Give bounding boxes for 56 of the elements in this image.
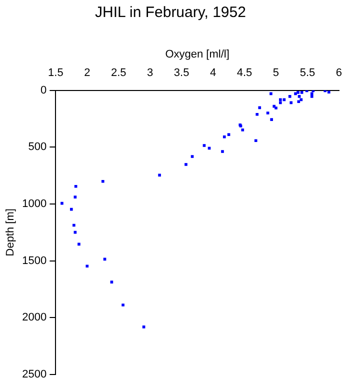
point xyxy=(101,180,104,183)
x-axis-title: Oxygen [ml/l] xyxy=(165,48,230,61)
point xyxy=(184,163,188,166)
point xyxy=(294,92,297,96)
point xyxy=(310,95,314,98)
y-tick-label: 1500 xyxy=(22,254,47,267)
x-tick-label: 2.5 xyxy=(110,66,126,79)
point xyxy=(222,135,226,138)
x-tick-label: 5 xyxy=(272,66,280,79)
point xyxy=(310,92,314,96)
point xyxy=(122,304,124,306)
x-tick-label: 4 xyxy=(210,66,216,79)
x-tick-label: 1.5 xyxy=(48,66,64,79)
point xyxy=(278,101,282,104)
point xyxy=(221,150,224,153)
x-tick-label: 3 xyxy=(147,66,154,79)
point xyxy=(60,202,64,205)
point xyxy=(86,264,89,268)
point xyxy=(74,196,77,198)
point xyxy=(254,139,258,142)
point xyxy=(142,326,146,328)
point xyxy=(278,98,282,102)
point xyxy=(202,144,206,147)
point xyxy=(327,90,330,94)
y-tick-label: 2000 xyxy=(22,312,47,324)
y-tick-label: 2500 xyxy=(22,368,47,380)
x-tick-label: 6 xyxy=(336,66,342,79)
point xyxy=(190,155,194,158)
point xyxy=(300,91,304,94)
chart-title: JHIL in February, 1952 xyxy=(95,4,246,22)
point xyxy=(74,184,78,188)
point xyxy=(298,95,301,98)
x-tick-label: 3.5 xyxy=(174,66,190,79)
point xyxy=(227,133,230,136)
point xyxy=(158,174,161,177)
point xyxy=(288,95,292,98)
point xyxy=(266,112,270,114)
point xyxy=(297,100,300,104)
point xyxy=(110,280,114,284)
point xyxy=(256,112,259,116)
point xyxy=(241,128,244,132)
y-axis-title: Depth [m] xyxy=(4,208,17,256)
point xyxy=(270,118,273,122)
y-tick-label: 1000 xyxy=(22,198,47,210)
point xyxy=(78,242,80,246)
x-tick-label: 2 xyxy=(84,66,90,79)
x-tick-label: 5.5 xyxy=(300,66,316,79)
y-tick-label: 0 xyxy=(40,84,47,96)
point xyxy=(290,101,293,104)
point xyxy=(270,92,272,96)
point xyxy=(258,106,262,110)
x-tick-label: 4.5 xyxy=(236,66,252,79)
point xyxy=(72,224,76,227)
y-tick-label: 500 xyxy=(28,141,47,154)
point xyxy=(296,91,300,94)
point xyxy=(70,208,73,211)
